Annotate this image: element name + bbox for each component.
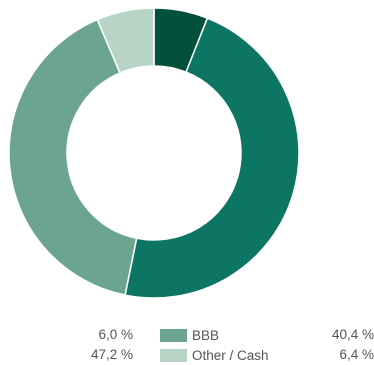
donut-slice-3 <box>96 7 155 74</box>
legend-item-other-cash: Other / Cash <box>160 347 269 363</box>
slice-value-label: 6,4 % <box>339 347 374 362</box>
slice-value-label: 40,4 % <box>331 327 374 342</box>
donut-slice-1 <box>124 17 300 299</box>
donut-slice-2 <box>8 18 138 296</box>
legend-swatch <box>160 328 187 342</box>
slice-value-label: 6,0 % <box>98 327 133 342</box>
slice-value-label: 47,2 % <box>90 347 133 362</box>
legend-swatch <box>160 348 187 362</box>
legend-item-bbb: BBB <box>160 327 219 343</box>
legend-label: Other / Cash <box>192 347 269 363</box>
legend-label: BBB <box>192 327 220 343</box>
